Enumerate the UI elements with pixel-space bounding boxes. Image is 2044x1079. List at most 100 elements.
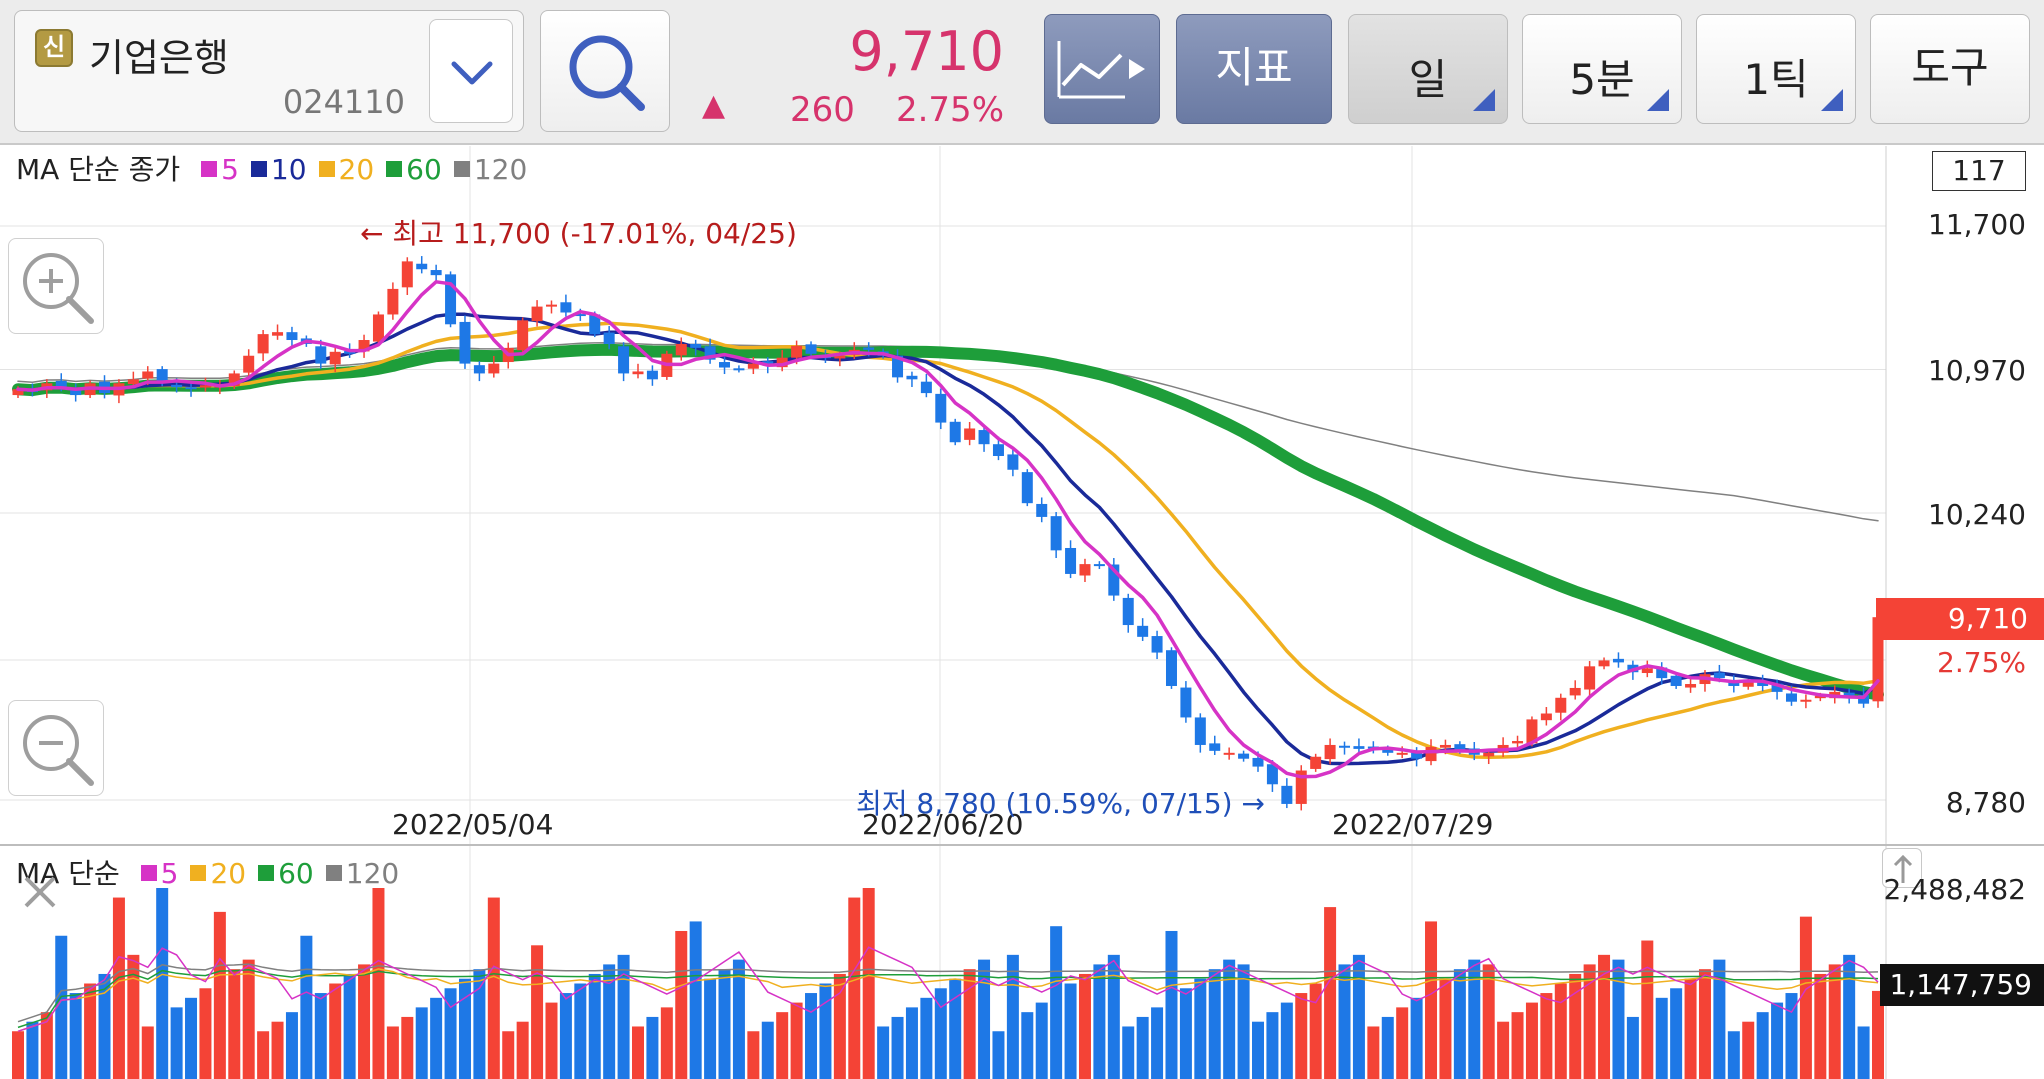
candle-body: [517, 320, 529, 351]
candle-body: [401, 261, 413, 288]
candle-body: [142, 371, 154, 379]
candle-body: [1526, 719, 1538, 744]
zoom-out-icon: [23, 715, 94, 786]
candle-body: [1310, 756, 1322, 769]
volume-bar: [761, 1021, 774, 1079]
tools-button[interactable]: 도구: [1870, 14, 2030, 124]
zoom-out-button[interactable]: [8, 700, 104, 796]
ma5-line: [16, 280, 1880, 779]
volume-bar: [401, 1016, 414, 1079]
candle-body: [1598, 660, 1610, 667]
candle-body: [1612, 658, 1624, 663]
volume-legend-label: 60: [278, 857, 314, 890]
volume-bar: [1583, 964, 1596, 1079]
volume-bar: [458, 978, 471, 1079]
ma5-line-path: [16, 280, 1880, 779]
price-chart[interactable]: [0, 146, 2044, 1079]
volume-bar: [12, 1031, 24, 1079]
period-tick-button[interactable]: 1틱: [1696, 14, 1856, 124]
candle-body: [719, 362, 731, 368]
volume-ma60-path: [17, 969, 1879, 1029]
volume-ma120-path: [17, 963, 1879, 1023]
volume-scroll-button[interactable]: [1882, 848, 1922, 888]
stock-selector[interactable]: 신 기업은행 024110: [14, 10, 524, 132]
candle-body: [618, 346, 630, 374]
line-chart-icon: [1057, 41, 1145, 99]
volume-bar: [1771, 1002, 1784, 1079]
candle-body: [1165, 650, 1177, 686]
volume-bar: [271, 1021, 284, 1079]
ma10-line: [16, 312, 1880, 766]
volume-legend[interactable]: MA 단순 5 20 60 120: [16, 852, 399, 892]
candle-body: [329, 351, 341, 365]
corner-triangle-icon: [1473, 89, 1495, 111]
candle-body: [863, 347, 875, 350]
candle-body: [1555, 697, 1567, 713]
volume-bar: [141, 1026, 154, 1079]
volume-max-label: 2,488,482: [1883, 873, 2026, 906]
candle-body: [156, 369, 168, 384]
volume-bar: [949, 978, 962, 1079]
volume-bar: [1223, 959, 1236, 1079]
price-axis-label: 11,700: [1928, 208, 2026, 241]
scale-count-box[interactable]: 117: [1932, 151, 2026, 191]
candle-body: [1641, 668, 1653, 674]
ma10-line-path: [16, 312, 1880, 766]
volume-bar: [689, 921, 702, 1079]
candle-body: [1713, 672, 1725, 679]
zoom-in-button[interactable]: [8, 238, 104, 334]
volume-bar: [1612, 959, 1625, 1079]
volume-bar: [1252, 1021, 1264, 1079]
volume-bar: [1872, 990, 1884, 1079]
volume-bar: [1410, 997, 1423, 1079]
candle-body: [1079, 564, 1091, 576]
volume-bar: [1396, 1007, 1409, 1079]
volume-bar: [1208, 969, 1221, 1079]
price-axis-label: 10,970: [1928, 354, 2026, 387]
period-minute-button[interactable]: 5분: [1522, 14, 1682, 124]
volume-bar: [848, 897, 861, 1079]
volume-bar: [372, 888, 385, 1079]
candle-body: [892, 355, 904, 378]
main-legend-label: 20: [338, 153, 375, 186]
volume-bar: [112, 897, 125, 1079]
volume-bar: [574, 983, 587, 1079]
volume-bar: [1713, 959, 1726, 1079]
volume-bar: [156, 888, 169, 1079]
candle-body: [344, 351, 356, 354]
candle-body: [545, 304, 557, 307]
volume-bar: [1295, 993, 1308, 1079]
volume-legend-swatch: [258, 865, 275, 881]
candle-body: [531, 306, 543, 322]
candle-body: [1151, 636, 1163, 653]
corner-triangle-icon: [1821, 89, 1843, 111]
close-icon[interactable]: [20, 872, 60, 912]
volume-bar: [1425, 921, 1438, 1079]
chart-type-button[interactable]: [1044, 14, 1160, 124]
candle-body: [1194, 717, 1206, 745]
candle-body: [430, 270, 442, 276]
search-button[interactable]: [540, 10, 670, 132]
volume-bar: [1237, 964, 1250, 1079]
main-legend[interactable]: MA 단순 종가 5 10 20 60 120: [16, 148, 527, 188]
volume-bar: [1266, 1012, 1279, 1079]
stock-code: 024110: [282, 83, 405, 121]
volume-bar: [805, 993, 818, 1079]
volume-bar: [1136, 1016, 1149, 1079]
arrow-up-icon: [1893, 854, 1913, 883]
candle-body: [1021, 472, 1033, 504]
corner-triangle-icon: [1647, 89, 1669, 111]
candle-body: [949, 421, 961, 443]
stock-dropdown-button[interactable]: [429, 19, 513, 123]
period-day-button[interactable]: 일: [1348, 14, 1508, 124]
search-icon: [569, 35, 645, 111]
volume-legend-label: 20: [210, 857, 247, 890]
date-axis-label: 2022/07/29: [1332, 808, 1494, 841]
toolbar: 신 기업은행 024110 9,710 ▲ 260 2.75% 지표 일: [0, 0, 2044, 145]
candle-body: [1425, 746, 1437, 762]
candle-body: [1685, 684, 1697, 688]
volume-bar: [1194, 978, 1207, 1079]
volume-bar: [1799, 916, 1812, 1079]
indicator-button[interactable]: 지표: [1176, 14, 1332, 124]
candle-body: [574, 314, 586, 317]
